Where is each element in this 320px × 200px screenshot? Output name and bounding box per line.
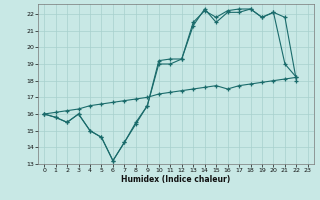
X-axis label: Humidex (Indice chaleur): Humidex (Indice chaleur) bbox=[121, 175, 231, 184]
